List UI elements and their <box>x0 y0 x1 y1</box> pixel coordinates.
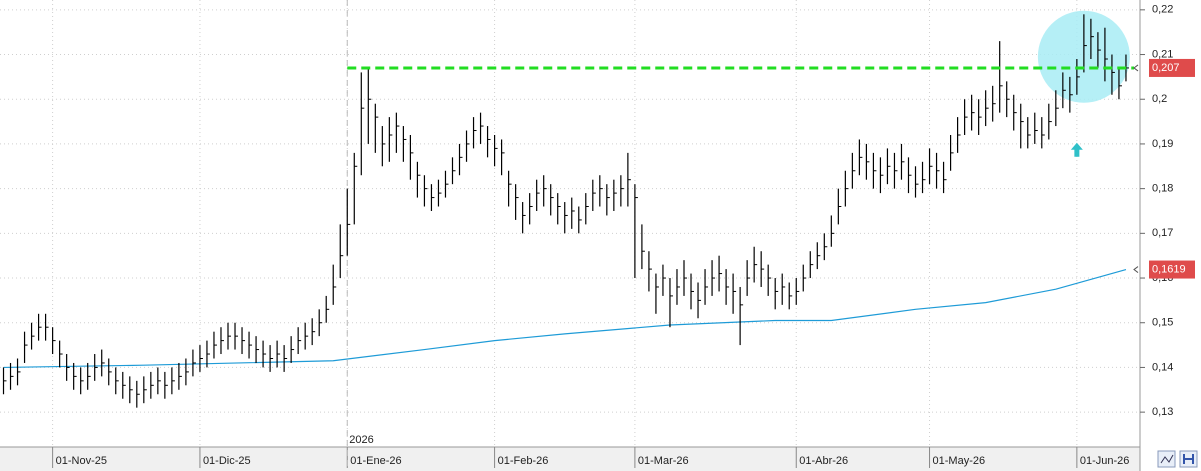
x-tick-label: 01-Nov-25 <box>56 455 107 467</box>
level-label: 0,1619 <box>1152 263 1186 275</box>
x-tick-label: 01-Feb-26 <box>498 455 549 467</box>
x-tick-label: 01-Mar-26 <box>638 455 689 467</box>
level-badge <box>1149 260 1195 279</box>
y-tick-label: 0,14 <box>1152 361 1173 373</box>
level-pointer <box>1133 266 1139 273</box>
x-tick-label: 01-Abr-26 <box>799 455 848 467</box>
x-tick-label: 01-Ene-26 <box>350 455 401 467</box>
y-tick-label: 0,18 <box>1152 183 1173 195</box>
y-tick-label: 0,2 <box>1152 93 1167 105</box>
y-tick-label: 0,17 <box>1152 227 1173 239</box>
x-tick-label: 01-Jun-26 <box>1080 455 1130 467</box>
y-tick-label: 0,15 <box>1152 317 1173 329</box>
y-tick-label: 0,21 <box>1152 48 1173 60</box>
signal-arrow <box>1070 142 1083 157</box>
x-tick-label: 01-May-26 <box>933 455 986 467</box>
y-tick-label: 0,19 <box>1152 138 1173 150</box>
level-badge <box>1149 58 1195 77</box>
y-tick-label: 0,13 <box>1152 406 1173 418</box>
year-label: 2026 <box>349 434 373 446</box>
level-pointer <box>1133 64 1139 72</box>
y-tick-label: 0,22 <box>1152 4 1173 16</box>
x-axis-band <box>0 447 1140 471</box>
x-tick-label: 01-Dic-25 <box>203 455 251 467</box>
zoom-icon <box>1160 454 1174 464</box>
save-icon <box>1183 454 1194 464</box>
level-label: 0,207 <box>1152 62 1180 74</box>
